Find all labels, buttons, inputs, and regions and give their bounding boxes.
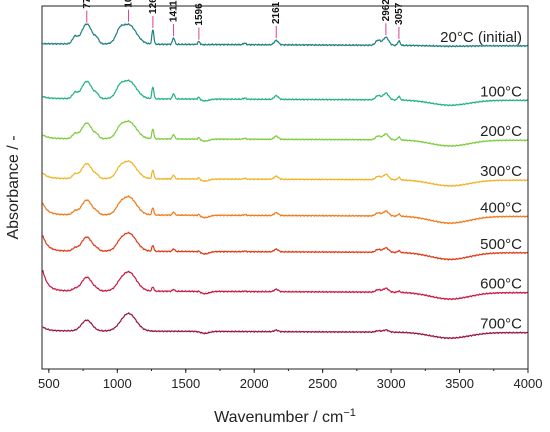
x-tick-label: 4000 [514, 376, 543, 391]
x-tick-label: 2000 [240, 376, 269, 391]
peak-label: 2962 [381, 0, 392, 21]
peak-label: 777 [82, 0, 93, 9]
series-label-4: 400°C [480, 199, 522, 216]
series-label-3: 300°C [480, 163, 522, 180]
peak-label: 1596 [194, 3, 205, 26]
x-tick-label: 1500 [171, 376, 200, 391]
series-label-2: 200°C [480, 123, 522, 140]
series-label-5: 500°C [480, 236, 522, 253]
series-line-6 [42, 269, 528, 301]
x-tick-label: 2500 [308, 376, 337, 391]
peak-label: 1260 [148, 0, 159, 14]
plot-frame [41, 5, 529, 370]
series-label-0: 20°C (initial) [440, 29, 522, 46]
series-line-7 [42, 312, 528, 340]
x-tick-label: 1000 [103, 376, 132, 391]
x-tick-label: 500 [38, 376, 60, 391]
peak-label: 2161 [271, 1, 282, 24]
series-label-1: 100°C [480, 83, 522, 100]
series-label-7: 700°C [480, 316, 522, 333]
series-line-4 [42, 195, 528, 225]
y-axis-title: Absorbance / - [5, 135, 22, 239]
x-axis-title-superscript: −1 [343, 407, 356, 419]
peak-label: 1411 [169, 0, 180, 22]
x-tick-label: 3000 [377, 376, 406, 391]
x-tick-label: 3500 [445, 376, 474, 391]
peak-label: 1082 [124, 0, 135, 8]
x-axis-title-text: Wavenumber / cm [214, 409, 343, 426]
series-line-0 [42, 22, 528, 48]
series-line-1 [42, 79, 528, 107]
peak-label: 3057 [394, 2, 405, 25]
series-label-6: 600°C [480, 276, 522, 293]
series-line-5 [42, 231, 528, 261]
series-line-3 [42, 159, 528, 188]
series-layer: 20°C (initial) 100°C 200°C 300°C 400°C 500°C 6… [42, 22, 528, 340]
x-axis-title: Wavenumber / cm−1 [214, 407, 356, 426]
series-line-2 [42, 119, 528, 148]
x-axis-ticks: 500 1000 1500 2000 2500 3000 3500 4000 [38, 369, 542, 391]
